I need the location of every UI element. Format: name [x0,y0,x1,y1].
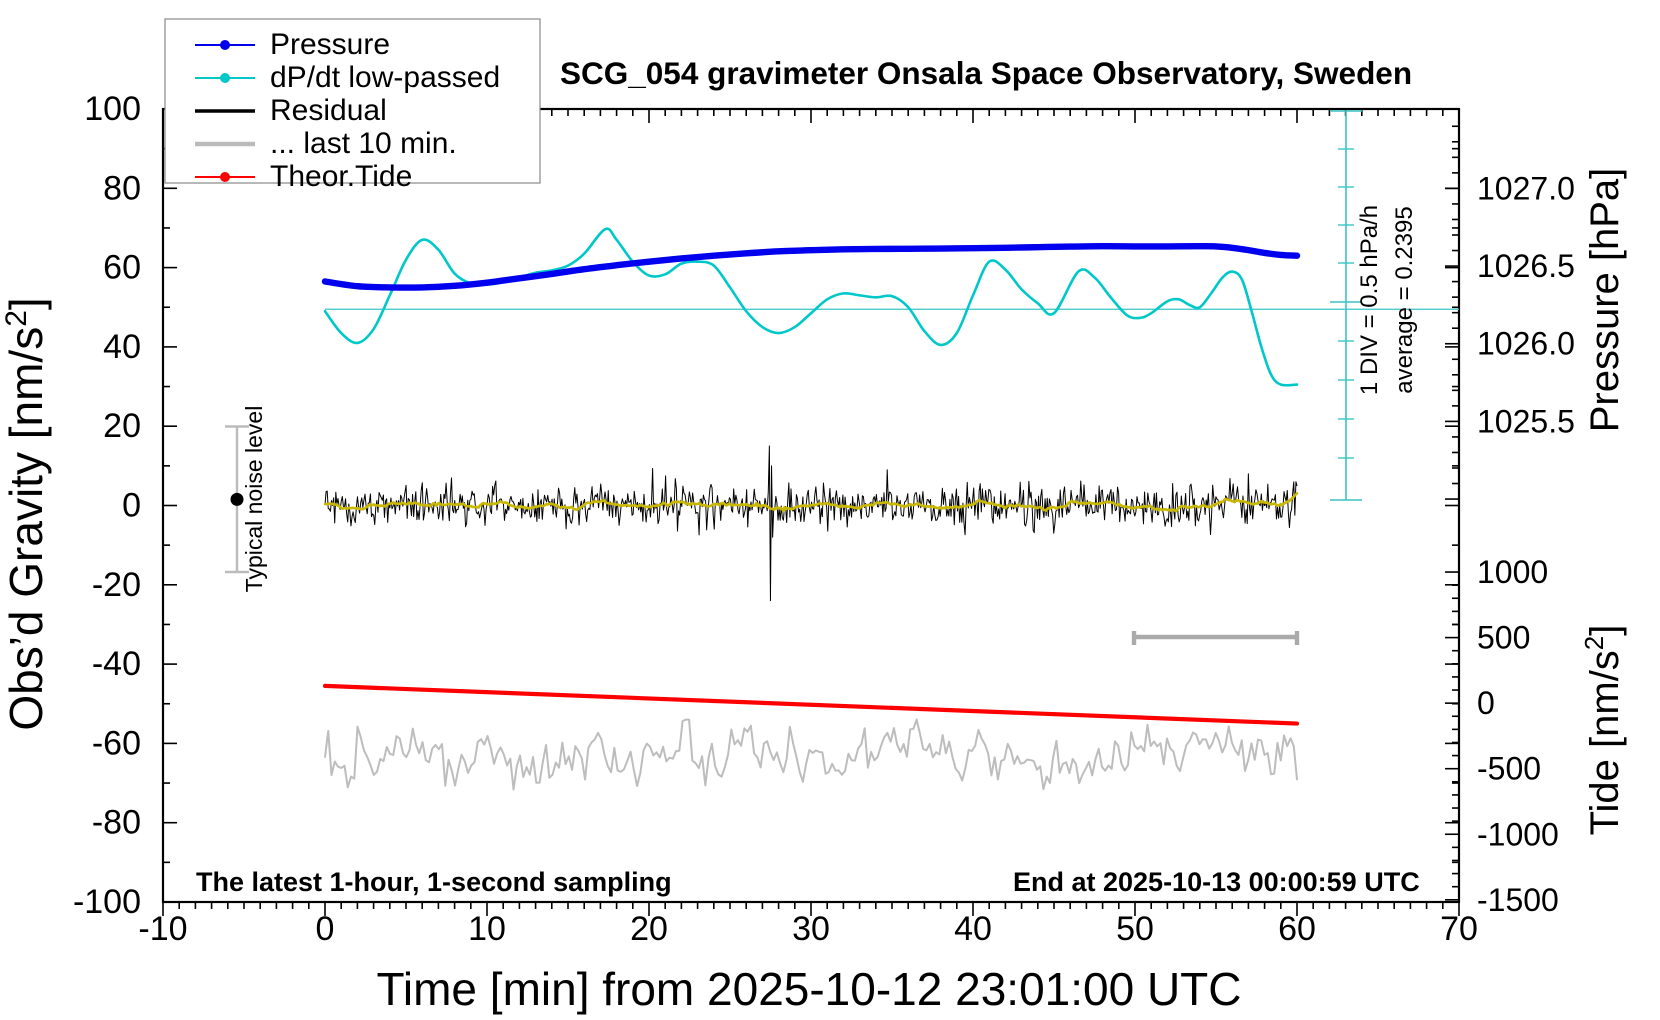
svg-text:40: 40 [954,910,992,948]
svg-text:10: 10 [468,910,506,948]
svg-text:Pressure: Pressure [270,28,390,61]
svg-text:60: 60 [1278,910,1316,948]
svg-text:Typical noise level: Typical noise level [241,406,267,593]
svg-text:50: 50 [1116,910,1154,948]
svg-text:1 DIV = 0.5 hPa/h: 1 DIV = 0.5 hPa/h [1356,205,1383,395]
svg-text:0: 0 [316,910,335,948]
svg-text:20: 20 [630,910,668,948]
svg-text:20: 20 [103,407,141,445]
svg-text:1025.5: 1025.5 [1477,403,1575,439]
svg-text:... last 10 min.: ... last 10 min. [270,127,457,160]
svg-text:40: 40 [103,328,141,366]
svg-text:60: 60 [103,249,141,287]
svg-text:-1000: -1000 [1477,816,1559,852]
svg-text:30: 30 [792,910,830,948]
svg-text:Residual: Residual [270,94,387,127]
svg-text:The latest 1-hour, 1-second sa: The latest 1-hour, 1-second sampling [196,867,672,897]
svg-text:-20: -20 [92,566,141,604]
svg-text:-60: -60 [92,724,141,762]
svg-text:100: 100 [84,90,141,128]
svg-text:1000: 1000 [1477,554,1548,590]
svg-text:-80: -80 [92,804,141,842]
svg-text:-100: -100 [73,883,141,921]
svg-text:average = 0.2395: average = 0.2395 [1391,206,1418,394]
svg-text:Time [min] from 2025-10-12 23:: Time [min] from 2025-10-12 23:01:00 UTC [377,963,1242,1015]
svg-text:0: 0 [122,487,141,525]
svg-text:1026.5: 1026.5 [1477,248,1575,284]
svg-text:1027.0: 1027.0 [1477,170,1575,206]
svg-text:dP/dt low-passed: dP/dt low-passed [270,61,500,94]
svg-text:1026.0: 1026.0 [1477,326,1575,362]
svg-text:70: 70 [1440,910,1478,948]
svg-text:-40: -40 [92,645,141,683]
svg-text:80: 80 [103,169,141,207]
svg-text:-500: -500 [1477,751,1541,787]
svg-text:End at 2025-10-13 00:00:59 UTC: End at 2025-10-13 00:00:59 UTC [1013,867,1420,897]
svg-text:Theor.Tide: Theor.Tide [270,160,412,193]
svg-text:SCG_054 gravimeter Onsala Spac: SCG_054 gravimeter Onsala Space Observat… [560,55,1412,91]
svg-text:Obs’d Gravity [nm/s2]: Obs’d Gravity [nm/s2] [0,297,52,730]
svg-text:-1500: -1500 [1477,882,1559,918]
svg-text:-10: -10 [138,910,187,948]
svg-text:500: 500 [1477,620,1530,656]
svg-text:Tide [nm/s2]: Tide [nm/s2] [1579,625,1627,836]
svg-text:0: 0 [1477,685,1495,721]
svg-text:Pressure [hPa]: Pressure [hPa] [1583,168,1627,433]
